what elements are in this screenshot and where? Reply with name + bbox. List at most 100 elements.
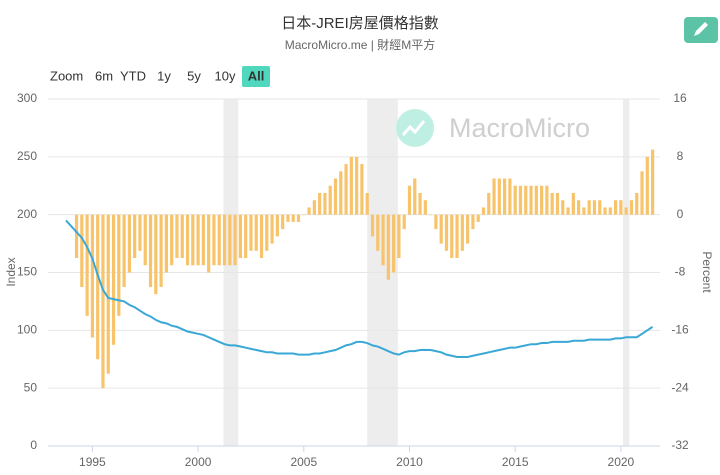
bar [407, 185, 412, 215]
plot-area [48, 98, 660, 452]
x-tick-label: 2000 [185, 455, 212, 469]
zoom-label: Zoom [50, 68, 83, 83]
bar [550, 192, 554, 215]
bar [645, 156, 649, 215]
zoom-button[interactable]: 6m [95, 68, 113, 83]
bar [370, 214, 375, 237]
chart-title: 日本-JREI房屋價格指數 [281, 15, 439, 32]
bar [138, 214, 142, 251]
bar [275, 214, 279, 237]
bar [191, 214, 195, 266]
zoom-button[interactable]: All [242, 66, 270, 87]
zoom-button-label: 10y [215, 68, 236, 83]
bar [117, 214, 121, 316]
zoom-button[interactable]: 1y [157, 68, 171, 83]
bar [212, 214, 216, 266]
bar [555, 192, 560, 215]
bar [455, 214, 459, 259]
bar [503, 178, 507, 215]
bar [598, 200, 602, 215]
bar [291, 214, 295, 222]
bar [254, 214, 258, 251]
zoom-button[interactable]: YTD [120, 68, 146, 83]
line [65, 219, 654, 358]
bar [333, 178, 338, 215]
y-tick-label: 250 [17, 149, 37, 163]
y2-tick-label: -16 [671, 323, 689, 337]
bar [302, 214, 306, 216]
bar [460, 214, 464, 251]
bar [307, 207, 311, 215]
bar [323, 192, 327, 215]
bar [481, 207, 486, 215]
zoom-button[interactable]: 5y [187, 68, 201, 83]
bar [355, 156, 359, 215]
bar [249, 214, 253, 251]
bar [233, 214, 237, 266]
zoom-button[interactable]: 10y [215, 68, 236, 83]
bar [281, 214, 285, 230]
bar [170, 214, 174, 266]
bar [222, 214, 227, 266]
bar [518, 185, 523, 215]
x-tick-label: 2020 [608, 455, 635, 469]
bar [127, 214, 131, 273]
bar [85, 214, 89, 316]
bar [629, 200, 634, 215]
watermark-text: MacroMicro [449, 113, 590, 143]
zoom-button-label: 1y [157, 68, 171, 83]
bar [487, 192, 491, 215]
y-axis-title: Index [4, 257, 18, 286]
bar [74, 214, 79, 259]
bar [603, 207, 607, 215]
bar [318, 192, 322, 215]
x-tick-label: 2010 [396, 455, 423, 469]
bar [148, 214, 153, 287]
bar [534, 185, 538, 215]
zoom-button-label: All [248, 68, 265, 83]
bar [614, 200, 618, 215]
bar [196, 214, 200, 266]
watermark-logo-mark [401, 120, 426, 136]
bar [360, 164, 364, 215]
edit-button[interactable] [684, 17, 718, 43]
bar [381, 214, 385, 266]
bar [571, 192, 575, 215]
bar [376, 214, 380, 251]
y2-tick-label: 8 [677, 149, 684, 163]
bar [217, 214, 221, 266]
y-tick-label: 200 [17, 207, 37, 221]
bar [423, 200, 427, 215]
zoom-button-label: 6m [95, 68, 113, 83]
bar [402, 214, 406, 230]
bar [296, 214, 301, 222]
bar [344, 164, 348, 215]
bar [513, 185, 517, 215]
bar [96, 214, 100, 360]
y2-tick-label: -8 [675, 265, 686, 279]
bar [133, 214, 137, 259]
y2-tick-label: 0 [677, 207, 684, 221]
y-tick-label: 300 [17, 91, 37, 105]
bar [164, 214, 168, 273]
y2-axis-title: Percent [700, 251, 714, 293]
bar [259, 214, 264, 259]
bar [582, 207, 586, 215]
bar [592, 200, 597, 215]
y-tick-label: 100 [17, 323, 37, 337]
x-tick-label: 1995 [79, 455, 106, 469]
bar [185, 214, 190, 266]
bar [101, 214, 105, 389]
bar [566, 207, 570, 215]
bar [265, 214, 269, 251]
bar [349, 156, 353, 215]
bar [207, 214, 211, 273]
bar [545, 185, 549, 215]
y2-tick-label: -32 [671, 438, 689, 452]
bar [624, 207, 628, 215]
x-tick-label: 2015 [502, 455, 529, 469]
bar [270, 214, 274, 244]
bar [122, 214, 126, 287]
bar [466, 214, 470, 244]
